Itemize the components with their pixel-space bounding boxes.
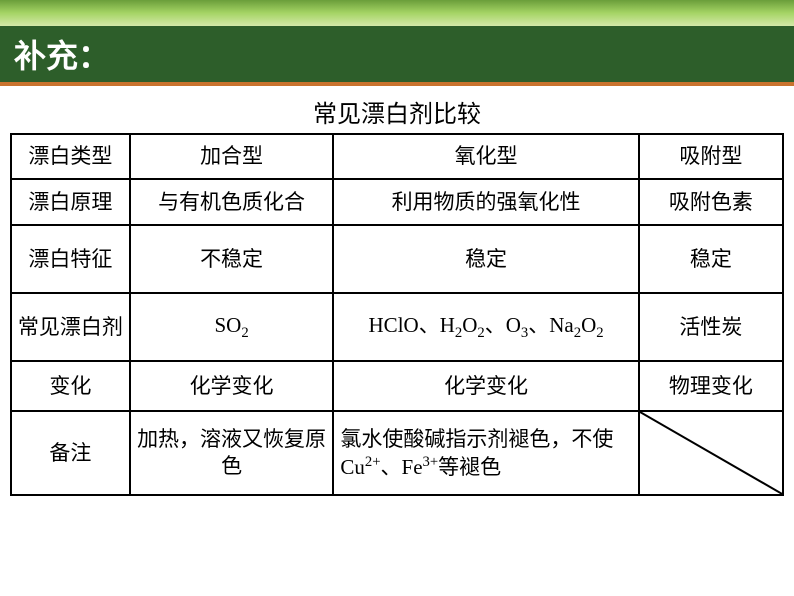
content-area: 常见漂白剂比较 漂白类型 加合型 氧化型 吸附型 漂白原理 与有机色质化合 利用… <box>0 86 794 496</box>
cell: 稳定 <box>333 225 638 293</box>
cell: 氯水使酸碱指示剂褪色，不使Cu2+、Fe3+等褪色 <box>333 411 638 495</box>
comparison-table: 漂白类型 加合型 氧化型 吸附型 漂白原理 与有机色质化合 利用物质的强氧化性 … <box>10 133 784 496</box>
cell: SO2 <box>130 293 334 361</box>
cell: 物理变化 <box>639 361 783 411</box>
row-label: 常见漂白剂 <box>11 293 130 361</box>
table-row: 备注 加热，溶液又恢复原色 氯水使酸碱指示剂褪色，不使Cu2+、Fe3+等褪色 <box>11 411 783 495</box>
header-cell: 漂白类型 <box>11 134 130 179</box>
table-row: 漂白特征 不稳定 稳定 稳定 <box>11 225 783 293</box>
row-label: 备注 <box>11 411 130 495</box>
cell: 加热，溶液又恢复原色 <box>130 411 334 495</box>
header-cell: 氧化型 <box>333 134 638 179</box>
table-row: 变化 化学变化 化学变化 物理变化 <box>11 361 783 411</box>
table-header-row: 漂白类型 加合型 氧化型 吸附型 <box>11 134 783 179</box>
cell: HClO、H2O2、O3、Na2O2 <box>333 293 638 361</box>
cell: 化学变化 <box>130 361 334 411</box>
row-label: 漂白原理 <box>11 179 130 225</box>
row-label: 漂白特征 <box>11 225 130 293</box>
cell: 化学变化 <box>333 361 638 411</box>
row-label: 变化 <box>11 361 130 411</box>
cell: 活性炭 <box>639 293 783 361</box>
empty-diagonal-cell <box>639 411 783 495</box>
cell: 吸附色素 <box>639 179 783 225</box>
cell: 不稳定 <box>130 225 334 293</box>
table-row: 漂白原理 与有机色质化合 利用物质的强氧化性 吸附色素 <box>11 179 783 225</box>
cell: 稳定 <box>639 225 783 293</box>
header-cell: 吸附型 <box>639 134 783 179</box>
cell: 利用物质的强氧化性 <box>333 179 638 225</box>
header-cell: 加合型 <box>130 134 334 179</box>
header-bar: 补充： <box>0 26 794 86</box>
table-title: 常见漂白剂比较 <box>10 94 784 129</box>
header-title: 补充： <box>14 31 110 77</box>
table-row: 常见漂白剂 SO2 HClO、H2O2、O3、Na2O2 活性炭 <box>11 293 783 361</box>
cell: 与有机色质化合 <box>130 179 334 225</box>
top-gradient-strip <box>0 0 794 26</box>
